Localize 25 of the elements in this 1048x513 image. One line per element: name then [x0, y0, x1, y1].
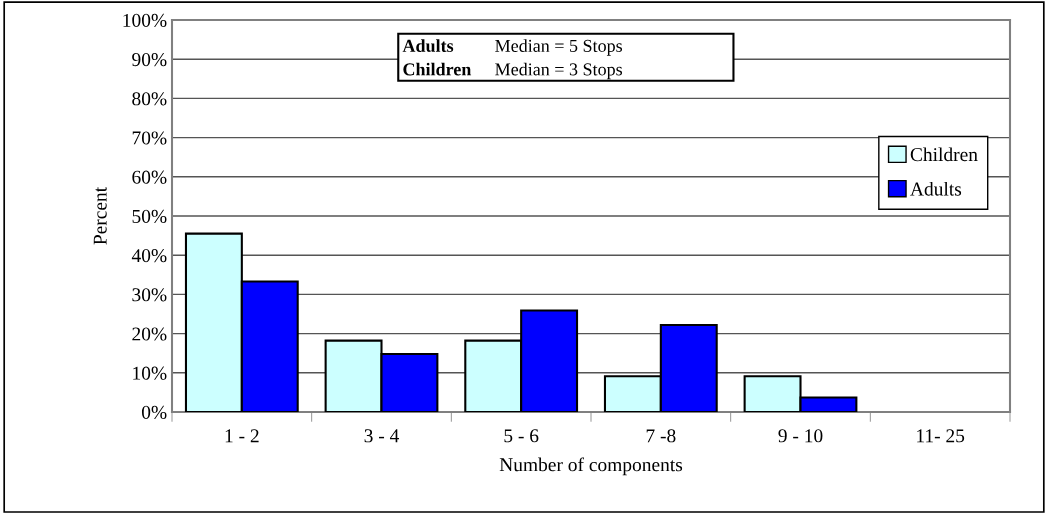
- y-tick-label: 100%: [123, 13, 167, 27]
- x-tick-label: 11- 25: [917, 429, 965, 443]
- x-tick-label: 5 - 6: [504, 429, 539, 443]
- annotation: Median = 5 Stops: [495, 39, 623, 56]
- y-tick-label: 30%: [132, 288, 167, 302]
- y-tick-label: 70%: [132, 131, 167, 145]
- y-tick-label: 10%: [133, 366, 167, 380]
- x-axis-title: Number of components: [499, 457, 683, 476]
- x-tick-label: 3 - 4: [364, 429, 400, 443]
- annotation: Children: [403, 62, 472, 76]
- y-tick-label: 0%: [141, 405, 167, 419]
- legend-label: Children: [910, 147, 978, 162]
- x-tick-label: 9 - 10: [778, 429, 823, 443]
- y-tick-label: 20%: [132, 327, 167, 341]
- y-tick-label: 60%: [132, 170, 167, 184]
- annotation: Median = 3 Stops: [495, 62, 623, 80]
- y-axis-title: Percent: [93, 186, 107, 245]
- y-tick-label: 90%: [132, 53, 167, 67]
- y-tick-label: 40%: [131, 249, 167, 263]
- x-tick-label: 1 - 2: [225, 429, 259, 443]
- legend-label: Adults: [910, 181, 962, 196]
- annotation: Adults: [402, 39, 454, 52]
- x-tick-label: 7 -8: [646, 429, 676, 443]
- y-tick-label: 80%: [132, 92, 167, 106]
- y-tick-label: 50%: [132, 209, 167, 223]
